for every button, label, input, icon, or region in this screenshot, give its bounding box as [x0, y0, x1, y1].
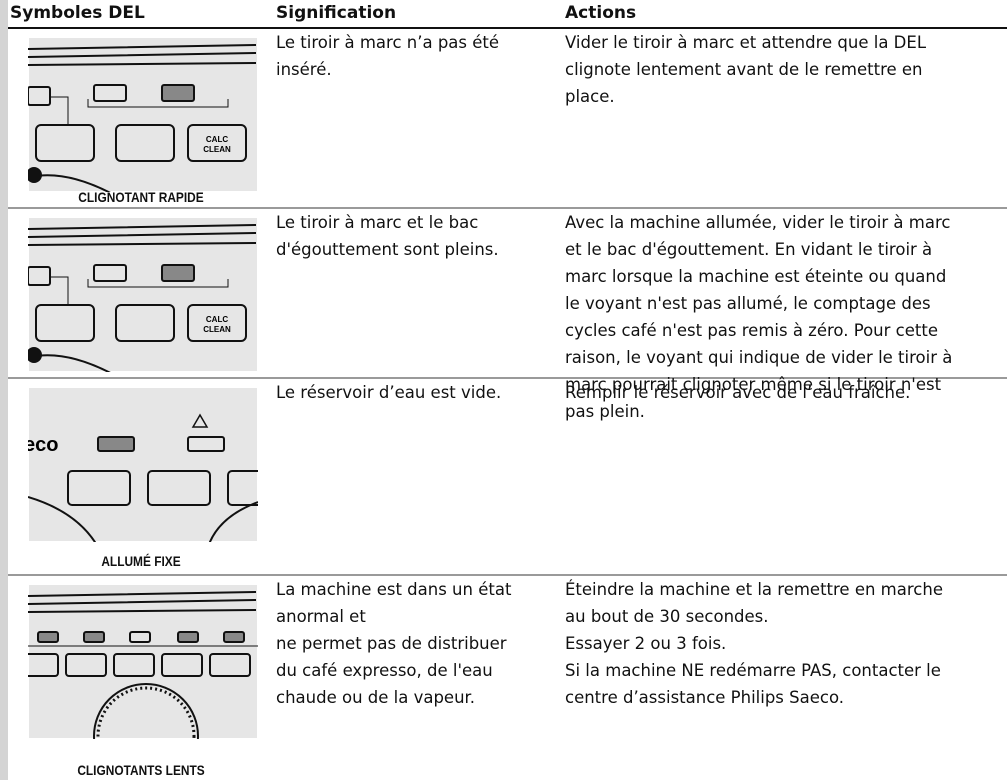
meaning: Le tiroir à marc n’a pas été inséré.: [276, 29, 499, 83]
panel-shape: [93, 683, 199, 739]
actions: Vider le tiroir à marc et attendre que l…: [565, 29, 926, 110]
action-line: Si la machine NE redémarre PAS, contacte…: [565, 661, 941, 680]
meaning: Le réservoir d’eau est vide.: [276, 379, 501, 406]
panel-shape: [29, 218, 257, 371]
actions: Remplir le réservoir avec de l’eau fraîc…: [565, 379, 910, 406]
panel-shape: [161, 653, 203, 677]
panel-shape: [67, 470, 131, 506]
meaning-line: d'égouttement sont pleins.: [276, 240, 499, 259]
header-rule: [8, 27, 1007, 29]
column-header: Signification: [276, 3, 397, 23]
panel-shape: [115, 124, 175, 162]
action-line: Vider le tiroir à marc et attendre que l…: [565, 33, 927, 52]
led-state: CLIGNOTANT RAPIDE: [78, 189, 204, 205]
panel-shape: [28, 347, 42, 363]
panel-shape: [28, 44, 257, 66]
panel-shape: [113, 653, 155, 677]
meaning-line: inséré.: [276, 60, 332, 79]
action-line: le voyant n'est pas allumé, le comptage …: [565, 294, 931, 313]
panel-shape: [177, 631, 199, 643]
action-line: et le bac d'égouttement. En vidant le ti…: [565, 240, 933, 259]
panel-shape: [28, 496, 258, 542]
panel-shape: [29, 585, 257, 738]
panel-shape: [223, 631, 245, 643]
meaning-line: ne permet pas de distribuer: [276, 634, 507, 653]
panel-shape: [28, 591, 257, 613]
panel-shape: [29, 38, 257, 191]
panel-shape: [115, 304, 175, 342]
panel-shape: [161, 264, 195, 282]
panel-shape: [97, 436, 135, 452]
panel-shape: [93, 264, 127, 282]
meaning-line: chaude ou de la vapeur.: [276, 688, 476, 707]
side-strip: [0, 0, 8, 780]
action-line: pas plein.: [565, 402, 645, 421]
action-line: raison, le voyant qui indique de vider l…: [565, 348, 953, 367]
panel-shape: [28, 266, 51, 286]
panel-shape: [96, 686, 196, 739]
action-line: place.: [565, 87, 615, 106]
row-separator: [8, 377, 1007, 379]
meaning-line: Le tiroir à marc n’a pas été: [276, 33, 500, 52]
meaning: Le tiroir à marc et le bac d'égouttement …: [276, 209, 499, 263]
panel-shape: [147, 470, 211, 506]
brand-label: eco: [28, 434, 58, 456]
action-line: marc lorsque la machine est éteinte ou q…: [565, 267, 947, 286]
panel-shape: [209, 653, 251, 677]
action-line: cycles café n'est pas remis à zéro. Pour…: [565, 321, 938, 340]
panel-shape: [227, 470, 258, 506]
panel-shape: [187, 436, 225, 452]
panel-shape: [65, 653, 107, 677]
led-panel-illustration: eco: [28, 388, 258, 542]
action-line: centre d’assistance Philips Saeco.: [565, 688, 845, 707]
panel-shape: [129, 631, 151, 643]
panel-shape: [187, 124, 247, 162]
column-header: Actions: [565, 3, 637, 23]
panel-shape: [191, 413, 209, 428]
meaning-line: du café expresso, de l'eau: [276, 661, 493, 680]
meaning-line: anormal et: [276, 607, 366, 626]
panel-shape: [37, 631, 59, 643]
panel-shape: [35, 304, 95, 342]
actions: Avec la machine allumée, vider le tiroir…: [565, 209, 952, 425]
panel-shape: [28, 167, 42, 183]
meaning-line: La machine est dans un état: [276, 580, 512, 599]
column-header: Symboles DEL: [10, 3, 145, 23]
panel-shape: [28, 86, 51, 106]
button-label: CLEAN: [203, 145, 231, 154]
led-state: CLIGNOTANTS LENTS: [77, 762, 205, 778]
panel-shape: [28, 224, 257, 246]
button-label: CLEAN: [203, 325, 231, 334]
actions: Éteindre la machine et la remettre en ma…: [565, 576, 943, 711]
action-line: Remplir le réservoir avec de l’eau fraîc…: [565, 383, 911, 402]
action-line: Essayer 2 ou 3 fois.: [565, 634, 727, 653]
panel-shape: [28, 653, 59, 677]
led-state: ALLUMÉ FIXE: [101, 553, 181, 569]
panel-shape: [83, 631, 105, 643]
panel-shape: [50, 96, 229, 125]
action-line: Avec la machine allumée, vider le tiroir…: [565, 213, 951, 232]
row-separator: [8, 574, 1007, 576]
panel-shape: [35, 124, 95, 162]
panel-shape: [161, 84, 195, 102]
button-label: CALC: [206, 135, 228, 144]
action-line: Éteindre la machine et la remettre en ma…: [565, 580, 943, 599]
meaning: La machine est dans un état anormal et ne …: [276, 576, 511, 711]
button-label: CALC: [206, 315, 228, 324]
led-panel-illustration: [28, 585, 258, 739]
panel-shape: [93, 84, 127, 102]
action-line: au bout de 30 secondes.: [565, 607, 769, 626]
meaning-line: Le tiroir à marc et le bac: [276, 213, 479, 232]
row-separator: [8, 207, 1007, 209]
panel-shape: [50, 276, 229, 305]
meaning-line: Le réservoir d’eau est vide.: [276, 383, 502, 402]
action-line: marc pourrait clignoter même si le tiroi…: [565, 375, 942, 394]
panel-shape: [187, 304, 247, 342]
action-line: clignote lentement avant de le remettre …: [565, 60, 923, 79]
panel-shape: [29, 388, 257, 541]
